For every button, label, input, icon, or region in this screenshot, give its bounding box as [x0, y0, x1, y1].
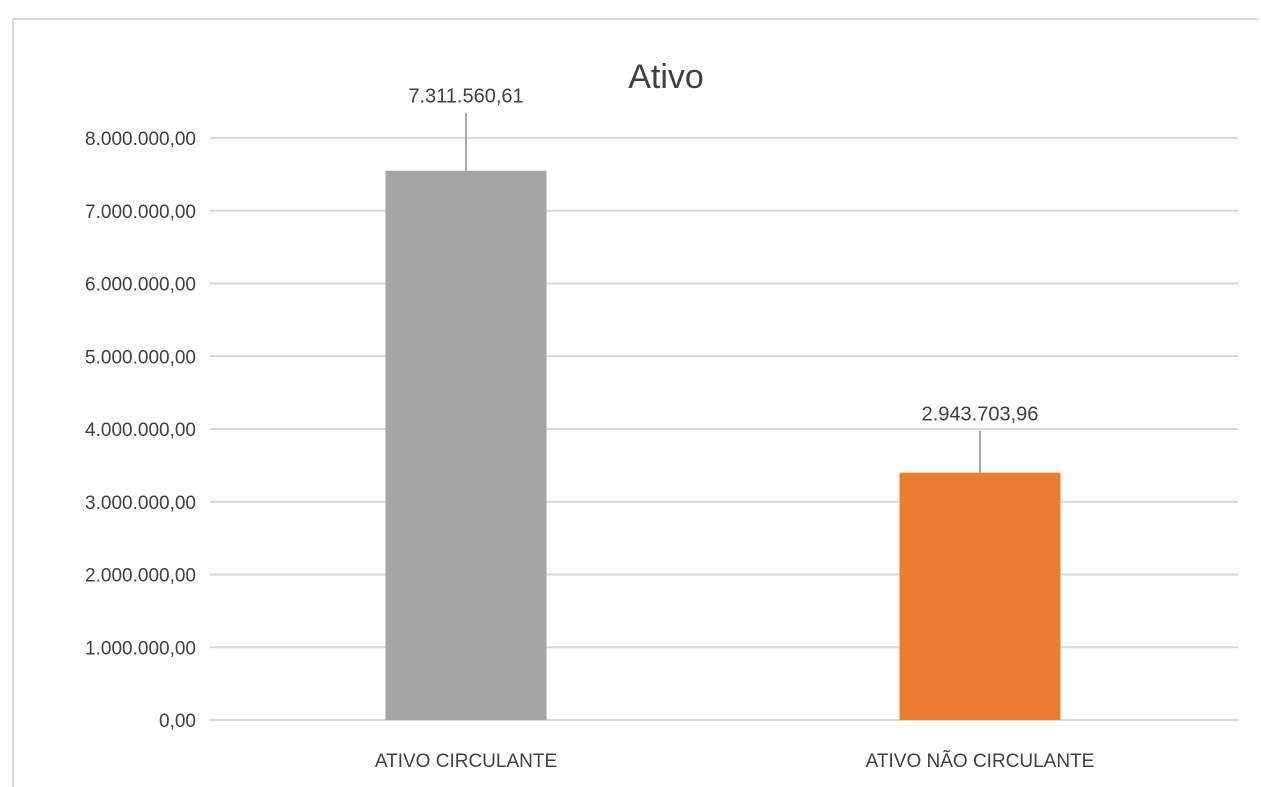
data-labels: 7.311.560,61 2.943.703,96: [408, 86, 1038, 426]
data-label-leaders: [465, 112, 981, 473]
y-tick-label: 4.000.000,00: [85, 420, 196, 441]
y-tick-label: 7.000.000,00: [85, 202, 196, 223]
y-tick-label: 8.000.000,00: [85, 129, 196, 150]
y-tick-label: 3.000.000,00: [85, 493, 196, 514]
bar-1: [385, 170, 547, 721]
category-label: ATIVO CIRCULANTE: [375, 751, 557, 772]
chart-frame: [12, 18, 1258, 787]
bars: [385, 170, 1061, 721]
y-axis-ticks: 0,00 1.000.000,00 2.000.000,00 3.000.000,00…: [85, 129, 196, 732]
bar-2: [899, 472, 1061, 720]
y-tick-label: 1.000.000,00: [85, 638, 196, 659]
y-tick-label: 0,00: [159, 711, 196, 732]
y-tick-label: 6.000.000,00: [85, 275, 196, 296]
y-tick-label: 5.000.000,00: [85, 347, 196, 368]
data-label: 2.943.703,96: [922, 404, 1039, 426]
chart-title: Ativo: [628, 58, 704, 96]
category-label: ATIVO NÃO CIRCULANTE: [866, 750, 1095, 772]
data-label: 7.311.560,61: [408, 86, 523, 108]
y-tick-label: 2.000.000,00: [85, 566, 196, 587]
gridlines: [210, 137, 1238, 721]
x-axis-categories: ATIVO CIRCULANTE ATIVO NÃO CIRCULANTE: [375, 750, 1095, 772]
